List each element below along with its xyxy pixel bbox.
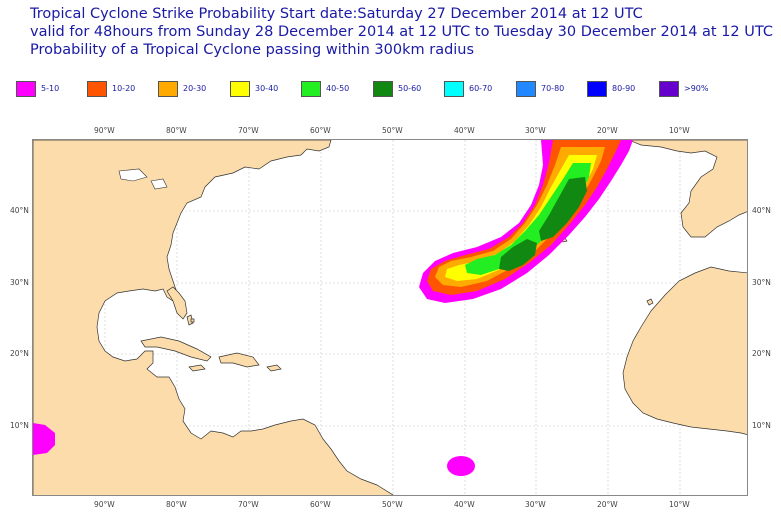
latitude-label: 30°N (10, 278, 29, 287)
legend-label: 50-60 (398, 84, 422, 93)
legend-swatch (373, 81, 393, 97)
legend-swatch (516, 81, 536, 97)
longitude-label: 50°W (382, 500, 403, 509)
longitude-label: 20°W (597, 126, 618, 135)
map-panel (32, 139, 748, 496)
probability-blobs (33, 423, 475, 476)
longitude-label: 40°W (454, 126, 475, 135)
legend-label: 60-70 (469, 84, 493, 93)
latitude-label: 10°N (752, 421, 771, 430)
latitude-label: 40°N (10, 206, 29, 215)
longitude-label: 10°W (669, 126, 690, 135)
longitude-label: 90°W (94, 500, 115, 509)
longitude-label: 30°W (525, 126, 546, 135)
latitude-label: 30°N (752, 278, 771, 287)
legend-swatch (301, 81, 321, 97)
jamaica-land (188, 364, 206, 372)
chart-title-line-2: valid for 48hours from Sunday 28 Decembe… (30, 24, 774, 40)
legend-label: 30-40 (255, 84, 279, 93)
legend-label: 80-90 (612, 84, 636, 93)
longitude-label: 80°W (166, 126, 187, 135)
longitude-label: 10°W (669, 500, 690, 509)
legend-label: 5-10 (41, 84, 60, 93)
longitude-label: 70°W (238, 500, 259, 509)
longitude-label: 60°W (310, 126, 331, 135)
bahamas-land (186, 314, 194, 326)
cuba-land (140, 336, 212, 362)
hispaniola-land (218, 352, 260, 368)
blob-central-south (447, 456, 475, 476)
latitude-label: 20°N (752, 349, 771, 358)
legend-swatch (659, 81, 679, 97)
latitude-label: 20°N (10, 349, 29, 358)
florida-land (166, 286, 188, 320)
blob-south-west (33, 423, 55, 455)
chart-title-line-3: Probability of a Tropical Cyclone passin… (30, 42, 475, 58)
bermuda-land (190, 318, 195, 323)
longitude-label: 80°W (166, 500, 187, 509)
latitude-label: 10°N (10, 421, 29, 430)
great-lakes (118, 168, 168, 190)
swath-50-60-south (499, 239, 537, 271)
legend-swatch (230, 81, 250, 97)
longitude-label: 40°W (454, 500, 475, 509)
north-america-land (33, 140, 394, 495)
longitude-label: 90°W (94, 126, 115, 135)
longitude-label: 20°W (597, 500, 618, 509)
longitude-label: 50°W (382, 126, 403, 135)
land (33, 140, 747, 495)
longitude-label: 60°W (310, 500, 331, 509)
europe-land (628, 140, 747, 238)
puerto-rico-land (266, 364, 282, 372)
legend-swatch (87, 81, 107, 97)
latitude-label: 40°N (752, 206, 771, 215)
legend-label: 70-80 (541, 84, 565, 93)
legend-label: >90% (684, 84, 709, 93)
longitude-label: 30°W (525, 500, 546, 509)
legend-label: 10-20 (112, 84, 136, 93)
legend-swatch (158, 81, 178, 97)
chart-title-line-1: Tropical Cyclone Strike Probability Star… (30, 6, 643, 22)
legend-label: 40-50 (326, 84, 350, 93)
legend-swatch (587, 81, 607, 97)
swath-40-50 (465, 163, 591, 275)
africa-land (622, 266, 747, 435)
map-canvas (33, 140, 747, 495)
probability-swath (419, 140, 633, 303)
legend-label: 20-30 (183, 84, 207, 93)
legend-swatch (444, 81, 464, 97)
swath-50-60-north (539, 177, 587, 241)
legend-swatch (16, 81, 36, 97)
canary-islands-land (646, 298, 654, 306)
longitude-label: 70°W (238, 126, 259, 135)
